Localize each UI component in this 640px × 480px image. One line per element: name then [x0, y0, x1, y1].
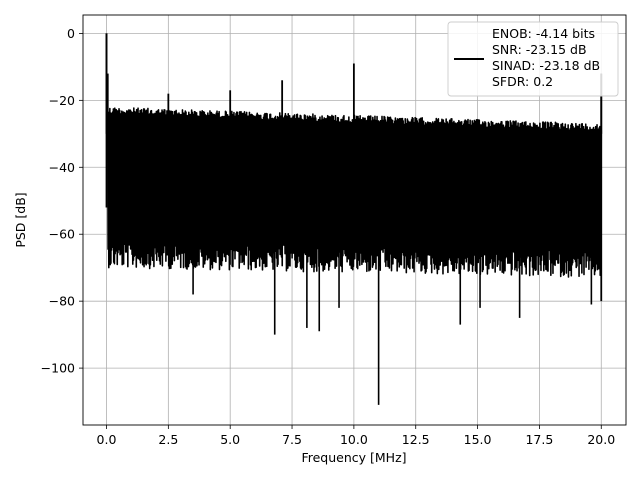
x-tick-label: 0.0 [97, 432, 117, 447]
plot-frame [82, 14, 627, 426]
y-tick-label: −20 [49, 93, 75, 108]
x-axis-label: Frequency [MHz] [301, 450, 406, 465]
x-tick-label: 15.0 [464, 432, 492, 447]
x-tick-label: 10.0 [340, 432, 368, 447]
y-tick-label: −100 [41, 361, 75, 376]
y-tick-label: −80 [49, 294, 75, 309]
noise-floor-band [107, 113, 602, 238]
x-tick-label: 12.5 [402, 432, 430, 447]
x-tick-label: 5.0 [220, 432, 240, 447]
x-tick-label: 17.5 [525, 432, 553, 447]
x-axis-ticks: 0.0 2.5 5.0 7.5 10.0 12.5 15.0 17.5 20.0 [97, 425, 615, 447]
legend-line-3: SFDR: 0.2 [492, 74, 553, 89]
x-tick-label: 2.5 [158, 432, 178, 447]
legend: ENOB: -4.14 bits SNR: -23.15 dB SINAD: -… [447, 21, 619, 97]
legend-line-2: SINAD: -23.18 dB [492, 58, 600, 73]
legend-line-0: ENOB: -4.14 bits [492, 26, 595, 41]
y-tick-label: −60 [49, 227, 75, 242]
psd-series [105, 33, 603, 405]
y-axis-label: PSD [dB] [13, 192, 28, 247]
x-tick-label: 20.0 [587, 432, 615, 447]
y-tick-label: −40 [49, 160, 75, 175]
x-tick-label: 7.5 [282, 432, 302, 447]
y-tick-label: 0 [67, 26, 75, 41]
legend-line-1: SNR: -23.15 dB [492, 42, 587, 57]
y-axis-ticks: 0 −20 −40 −60 −80 −100 [41, 26, 83, 376]
legend-box [447, 21, 619, 97]
